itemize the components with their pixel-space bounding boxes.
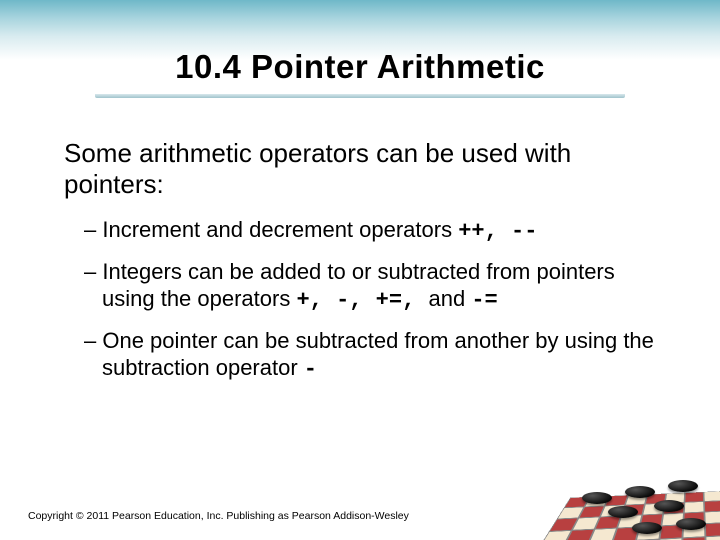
list-item: – Increment and decrement operators ++, … [84,216,660,246]
bullet-list: – Increment and decrement operators ++, … [84,216,660,384]
copyright-footer: Copyright © 2011 Pearson Education, Inc.… [28,510,409,522]
checkerboard-decoration [540,465,720,540]
bullet-text: – Increment and decrement operators [84,217,458,242]
slide-title: 10.4 Pointer Arithmetic [0,48,720,86]
checker-piece [668,480,698,492]
checker-piece [676,518,706,530]
bullet-text: – One pointer can be subtracted from ano… [84,328,654,381]
title-underline [95,94,625,98]
operator-text: +, -, +=, [296,288,428,313]
operator-text: ++, -- [458,219,537,244]
bullet-text: and [429,286,472,311]
list-item: – Integers can be added to or subtracted… [84,258,660,315]
checker-piece [632,522,662,534]
content-area: Some arithmetic operators can be used wi… [64,138,660,396]
checker-piece [625,486,655,498]
intro-text: Some arithmetic operators can be used wi… [64,138,660,200]
operator-text: -= [471,288,497,313]
checker-piece [582,492,612,504]
list-item: – One pointer can be subtracted from ano… [84,327,660,384]
operator-text: - [304,357,317,382]
checker-piece [654,500,684,512]
checker-piece [608,506,638,518]
